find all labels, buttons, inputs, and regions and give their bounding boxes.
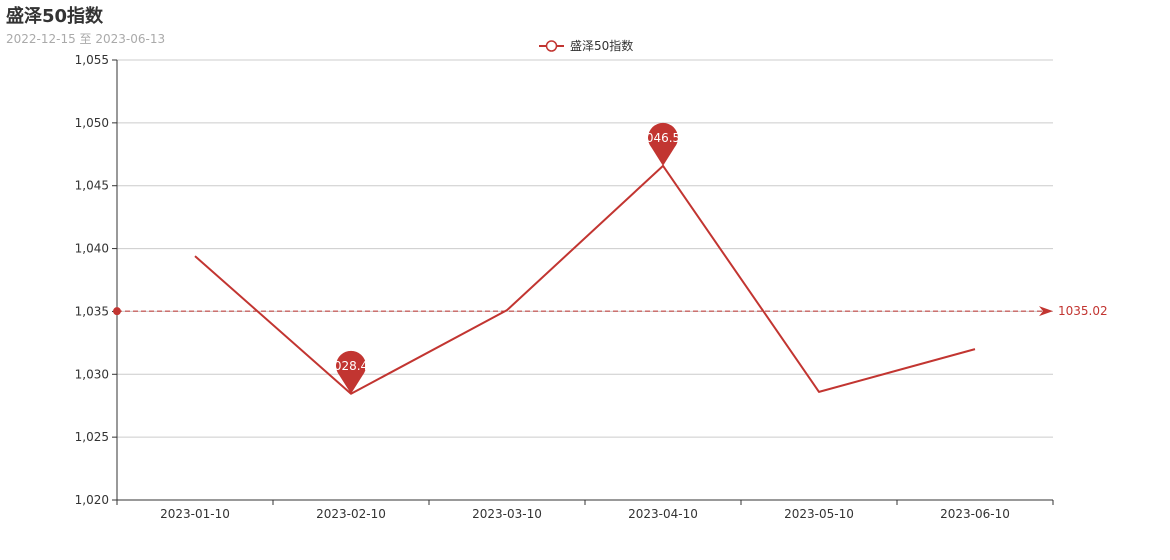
y-tick-label: 1,045 (75, 179, 109, 193)
axes: 1,020 1,025 1,030 1,035 1,040 1,045 1,050 1,055… (75, 53, 1054, 521)
y-tick-label: 1,050 (75, 116, 109, 130)
x-tick-label: 2023-02-10 (316, 507, 386, 521)
y-tick-label: 1,020 (75, 493, 109, 507)
y-tick-label: 1,055 (75, 53, 109, 67)
mark-line-arrow-icon (1039, 306, 1053, 317)
x-tick-label: 2023-06-10 (940, 507, 1010, 521)
x-tick-label: 2023-03-10 (472, 507, 542, 521)
series-line (194, 164, 976, 395)
mark-line-label: 1035.02 (1058, 304, 1108, 318)
x-tick-label: 2023-04-10 (628, 507, 698, 521)
pin-label: 1046.58 (638, 131, 688, 145)
mark-points: 1028.45 1046.58 (326, 122, 688, 394)
legend-line-circle-icon (539, 39, 564, 52)
grid-lines (117, 59, 1053, 438)
x-tick-label: 2023-05-10 (784, 507, 854, 521)
series-layer (194, 164, 976, 395)
y-tick-label: 1,025 (75, 430, 109, 444)
x-tick-label: 2023-01-10 (160, 507, 230, 521)
chart-subtitle: 2022-12-15 至 2023-06-13 (6, 32, 166, 46)
pin-marker-icon (336, 350, 366, 394)
pin-label: 1028.45 (326, 359, 376, 373)
average-mark-line: 1035.02 (113, 304, 1108, 318)
pin-marker-icon (648, 122, 678, 166)
y-tick-label: 1,030 (75, 367, 109, 381)
chart-title: 盛泽50指数 (6, 6, 104, 27)
y-tick-label: 1,035 (75, 304, 109, 318)
y-tick-label: 1,040 (75, 242, 109, 256)
legend[interactable]: 盛泽50指数 (539, 37, 633, 54)
legend-label: 盛泽50指数 (570, 39, 634, 53)
